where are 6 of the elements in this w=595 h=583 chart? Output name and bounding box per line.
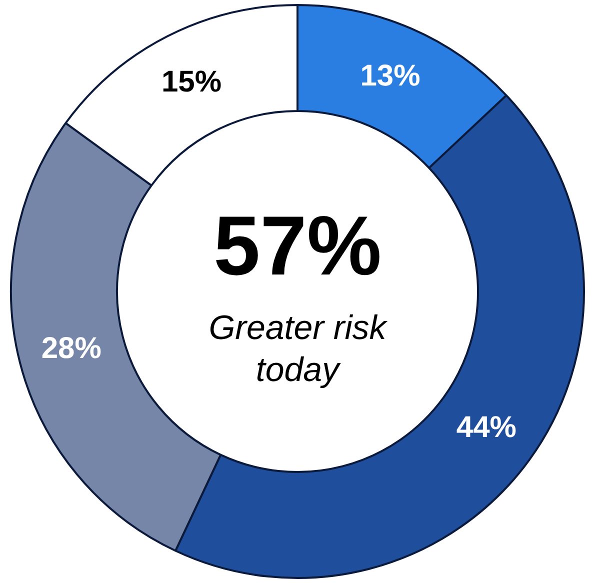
- data-label: 44%: [456, 411, 516, 444]
- data-label: 28%: [41, 332, 102, 365]
- text: 57%: [213, 198, 382, 293]
- data-label: 13%: [360, 59, 420, 92]
- data-label: 15%: [161, 66, 222, 99]
- text: Greater risk today: [208, 308, 388, 389]
